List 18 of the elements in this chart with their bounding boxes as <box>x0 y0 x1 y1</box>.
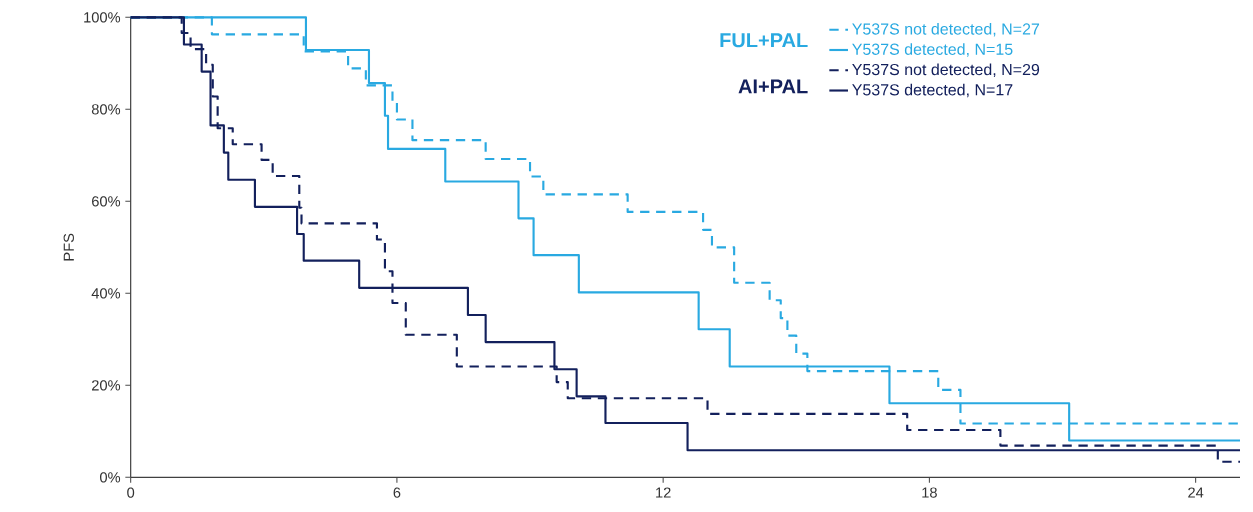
x-tick-label: 6 <box>393 487 401 498</box>
x-tick-label: 24 <box>1188 487 1204 498</box>
x-tick-label: 18 <box>922 487 937 498</box>
y-tick-label: 60% <box>92 196 121 207</box>
legend-label: Y537S not detected, N=27 <box>852 22 1040 37</box>
y-axis-title: PFS <box>63 233 74 261</box>
y-tick-label: 100% <box>84 12 121 23</box>
annotation: FUL+PAL <box>720 33 808 48</box>
y-tick-label: 80% <box>91 104 121 115</box>
y-tick-label: 0% <box>100 472 121 483</box>
legend-label: Y537S not detected, N=29 <box>852 63 1040 78</box>
legend-label: Y537S detected, N=15 <box>852 43 1013 57</box>
annotation: AI+PAL <box>738 79 808 94</box>
x-tick-label: 12 <box>656 487 671 498</box>
legend-label: Y537S detected, N=17 <box>852 83 1013 98</box>
y-tick-label: 20% <box>92 380 121 391</box>
y-tick-label: 40% <box>91 288 121 299</box>
x-tick-label: 0 <box>127 487 135 498</box>
